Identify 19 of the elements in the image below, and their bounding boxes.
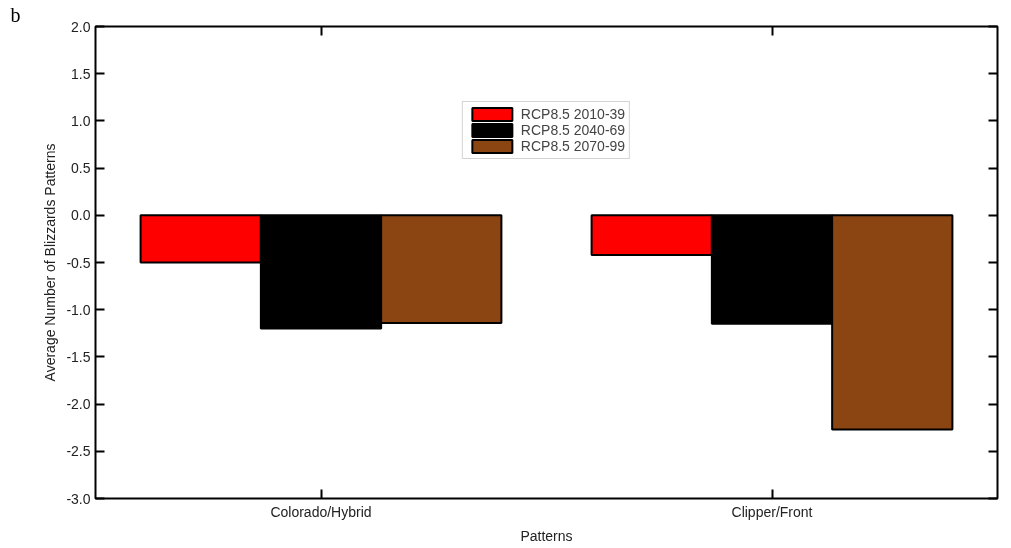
text: b bbox=[10, 3, 21, 26]
y-tick-label: -0.5 bbox=[66, 254, 91, 271]
y-tick-label: 1.5 bbox=[71, 65, 91, 82]
legend-label: RCP8.5 2010-39 bbox=[520, 106, 626, 122]
y-tick-label: 0.0 bbox=[71, 207, 91, 224]
y-tick-label: -2.0 bbox=[66, 396, 91, 413]
x-axis-title: Patterns bbox=[520, 527, 573, 544]
y-axis-title: Average Number of Blizzards Patterns bbox=[42, 143, 59, 382]
y-tick-label: -1.0 bbox=[66, 301, 91, 318]
y-tick-label: -2.5 bbox=[66, 443, 91, 460]
y-tick-label: -3.0 bbox=[66, 490, 91, 507]
y-tick-label: -1.5 bbox=[66, 348, 91, 365]
x-tick-label: Clipper/Front bbox=[731, 503, 813, 520]
legend-label: RCP8.5 2040-69 bbox=[520, 122, 626, 138]
y-tick-label: 2.0 bbox=[71, 18, 91, 35]
x-tick-label: Colorado/Hybrid bbox=[270, 503, 372, 520]
y-tick-label: 1.0 bbox=[71, 112, 91, 129]
legend-label: RCP8.5 2070-99 bbox=[520, 138, 626, 154]
y-tick-label: 0.5 bbox=[71, 160, 91, 177]
